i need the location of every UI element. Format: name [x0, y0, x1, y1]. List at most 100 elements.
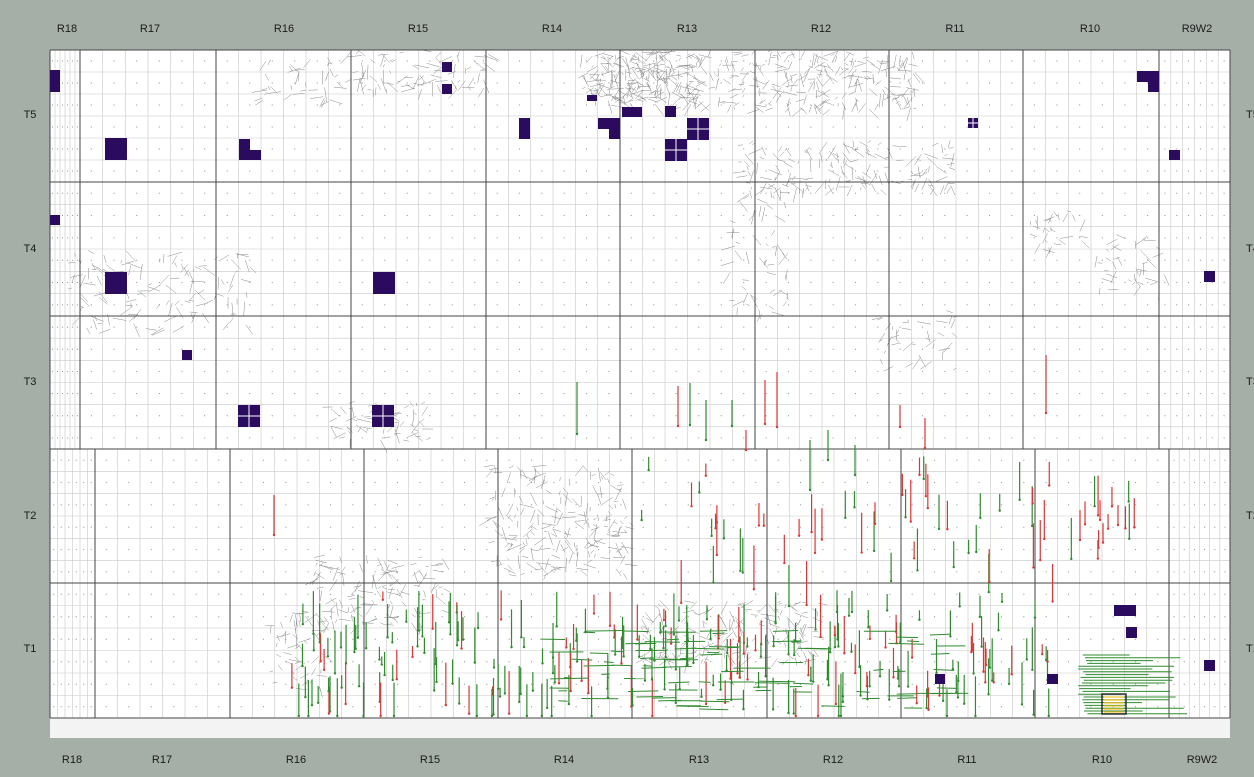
section-centroid	[1056, 237, 1057, 238]
section-centroid	[586, 304, 587, 305]
section-centroid	[519, 104, 520, 105]
section-centroid	[272, 371, 273, 372]
section-centroid	[128, 504, 129, 505]
section-centroid	[979, 527, 980, 528]
section-centroid	[989, 282, 990, 283]
section-centroid	[77, 193, 78, 194]
section-centroid	[106, 527, 107, 528]
section-centroid	[62, 82, 63, 83]
township-label-right: T3	[1246, 376, 1254, 388]
section-centroid	[339, 260, 340, 261]
section-centroid	[1204, 616, 1205, 617]
section-centroid	[944, 104, 945, 105]
section-centroid	[72, 104, 73, 105]
section-centroid	[721, 282, 722, 283]
section-centroid	[1214, 549, 1215, 550]
section-centroid	[564, 193, 565, 194]
section-centroid	[407, 260, 408, 261]
section-centroid	[1079, 82, 1080, 83]
section-centroid	[241, 504, 242, 505]
well-line-green-end	[814, 628, 816, 630]
section-centroid	[531, 706, 532, 707]
section-centroid	[362, 148, 363, 149]
section-centroid	[1224, 482, 1225, 483]
well-lateral	[584, 665, 615, 666]
section-centroid	[397, 460, 398, 461]
section-centroid	[67, 437, 68, 438]
section-centroid	[77, 104, 78, 105]
section-centroid	[676, 126, 677, 127]
well-line-green-end	[649, 648, 651, 650]
well-line-green-end	[451, 682, 453, 684]
section-centroid	[1113, 594, 1114, 595]
section-centroid	[159, 237, 160, 238]
section-centroid	[83, 639, 84, 640]
section-centroid	[136, 237, 137, 238]
section-centroid	[743, 104, 744, 105]
section-centroid	[653, 282, 654, 283]
section-centroid	[1068, 706, 1069, 707]
section-centroid	[61, 482, 62, 483]
section-centroid	[128, 571, 129, 572]
section-centroid	[676, 326, 677, 327]
section-centroid	[788, 326, 789, 327]
section-centroid	[62, 170, 63, 171]
section-centroid	[541, 393, 542, 394]
well-line-red-end	[764, 423, 766, 425]
well-line-green-end	[742, 708, 744, 710]
section-centroid	[743, 148, 744, 149]
section-centroid	[1102, 60, 1103, 61]
section-centroid	[452, 304, 453, 305]
section-centroid	[83, 706, 84, 707]
section-centroid	[68, 616, 69, 617]
section-centroid	[1184, 661, 1185, 662]
section-centroid	[57, 260, 58, 261]
section-centroid	[57, 437, 58, 438]
section-centroid	[598, 460, 599, 461]
section-centroid	[151, 616, 152, 617]
section-centroid	[1090, 527, 1091, 528]
section-centroid	[227, 104, 228, 105]
section-centroid	[204, 126, 205, 127]
range-label-bottom: R17	[152, 754, 172, 766]
well-lateral	[759, 681, 795, 682]
section-centroid	[106, 661, 107, 662]
section-centroid	[1157, 616, 1158, 617]
section-centroid	[497, 326, 498, 327]
section-centroid	[553, 482, 554, 483]
section-centroid	[136, 148, 137, 149]
section-centroid	[1124, 126, 1125, 127]
section-centroid	[698, 304, 699, 305]
section-centroid	[631, 437, 632, 438]
well-line-green-end	[709, 638, 711, 640]
section-centroid	[1200, 104, 1201, 105]
section-centroid	[867, 594, 868, 595]
section-centroid	[989, 82, 990, 83]
section-centroid	[912, 460, 913, 461]
section-centroid	[1046, 571, 1047, 572]
section-centroid	[755, 527, 756, 528]
section-centroid	[452, 60, 453, 61]
section-centroid	[62, 415, 63, 416]
section-centroid	[733, 527, 734, 528]
section-centroid	[1056, 104, 1057, 105]
section-centroid	[317, 326, 318, 327]
section-centroid	[62, 349, 63, 350]
section-centroid	[83, 527, 84, 528]
section-centroid	[755, 482, 756, 483]
well-line-green-end	[706, 618, 708, 620]
section-centroid	[497, 393, 498, 394]
section-centroid	[196, 549, 197, 550]
section-centroid	[833, 304, 834, 305]
section-centroid	[710, 460, 711, 461]
section-centroid	[1200, 82, 1201, 83]
section-centroid	[352, 527, 353, 528]
section-centroid	[743, 260, 744, 261]
section-centroid	[113, 326, 114, 327]
section-centroid	[53, 661, 54, 662]
section-centroid	[788, 304, 789, 305]
section-centroid	[631, 393, 632, 394]
well-line-green-end	[546, 707, 548, 709]
section-centroid	[452, 193, 453, 194]
section-centroid	[1176, 215, 1177, 216]
